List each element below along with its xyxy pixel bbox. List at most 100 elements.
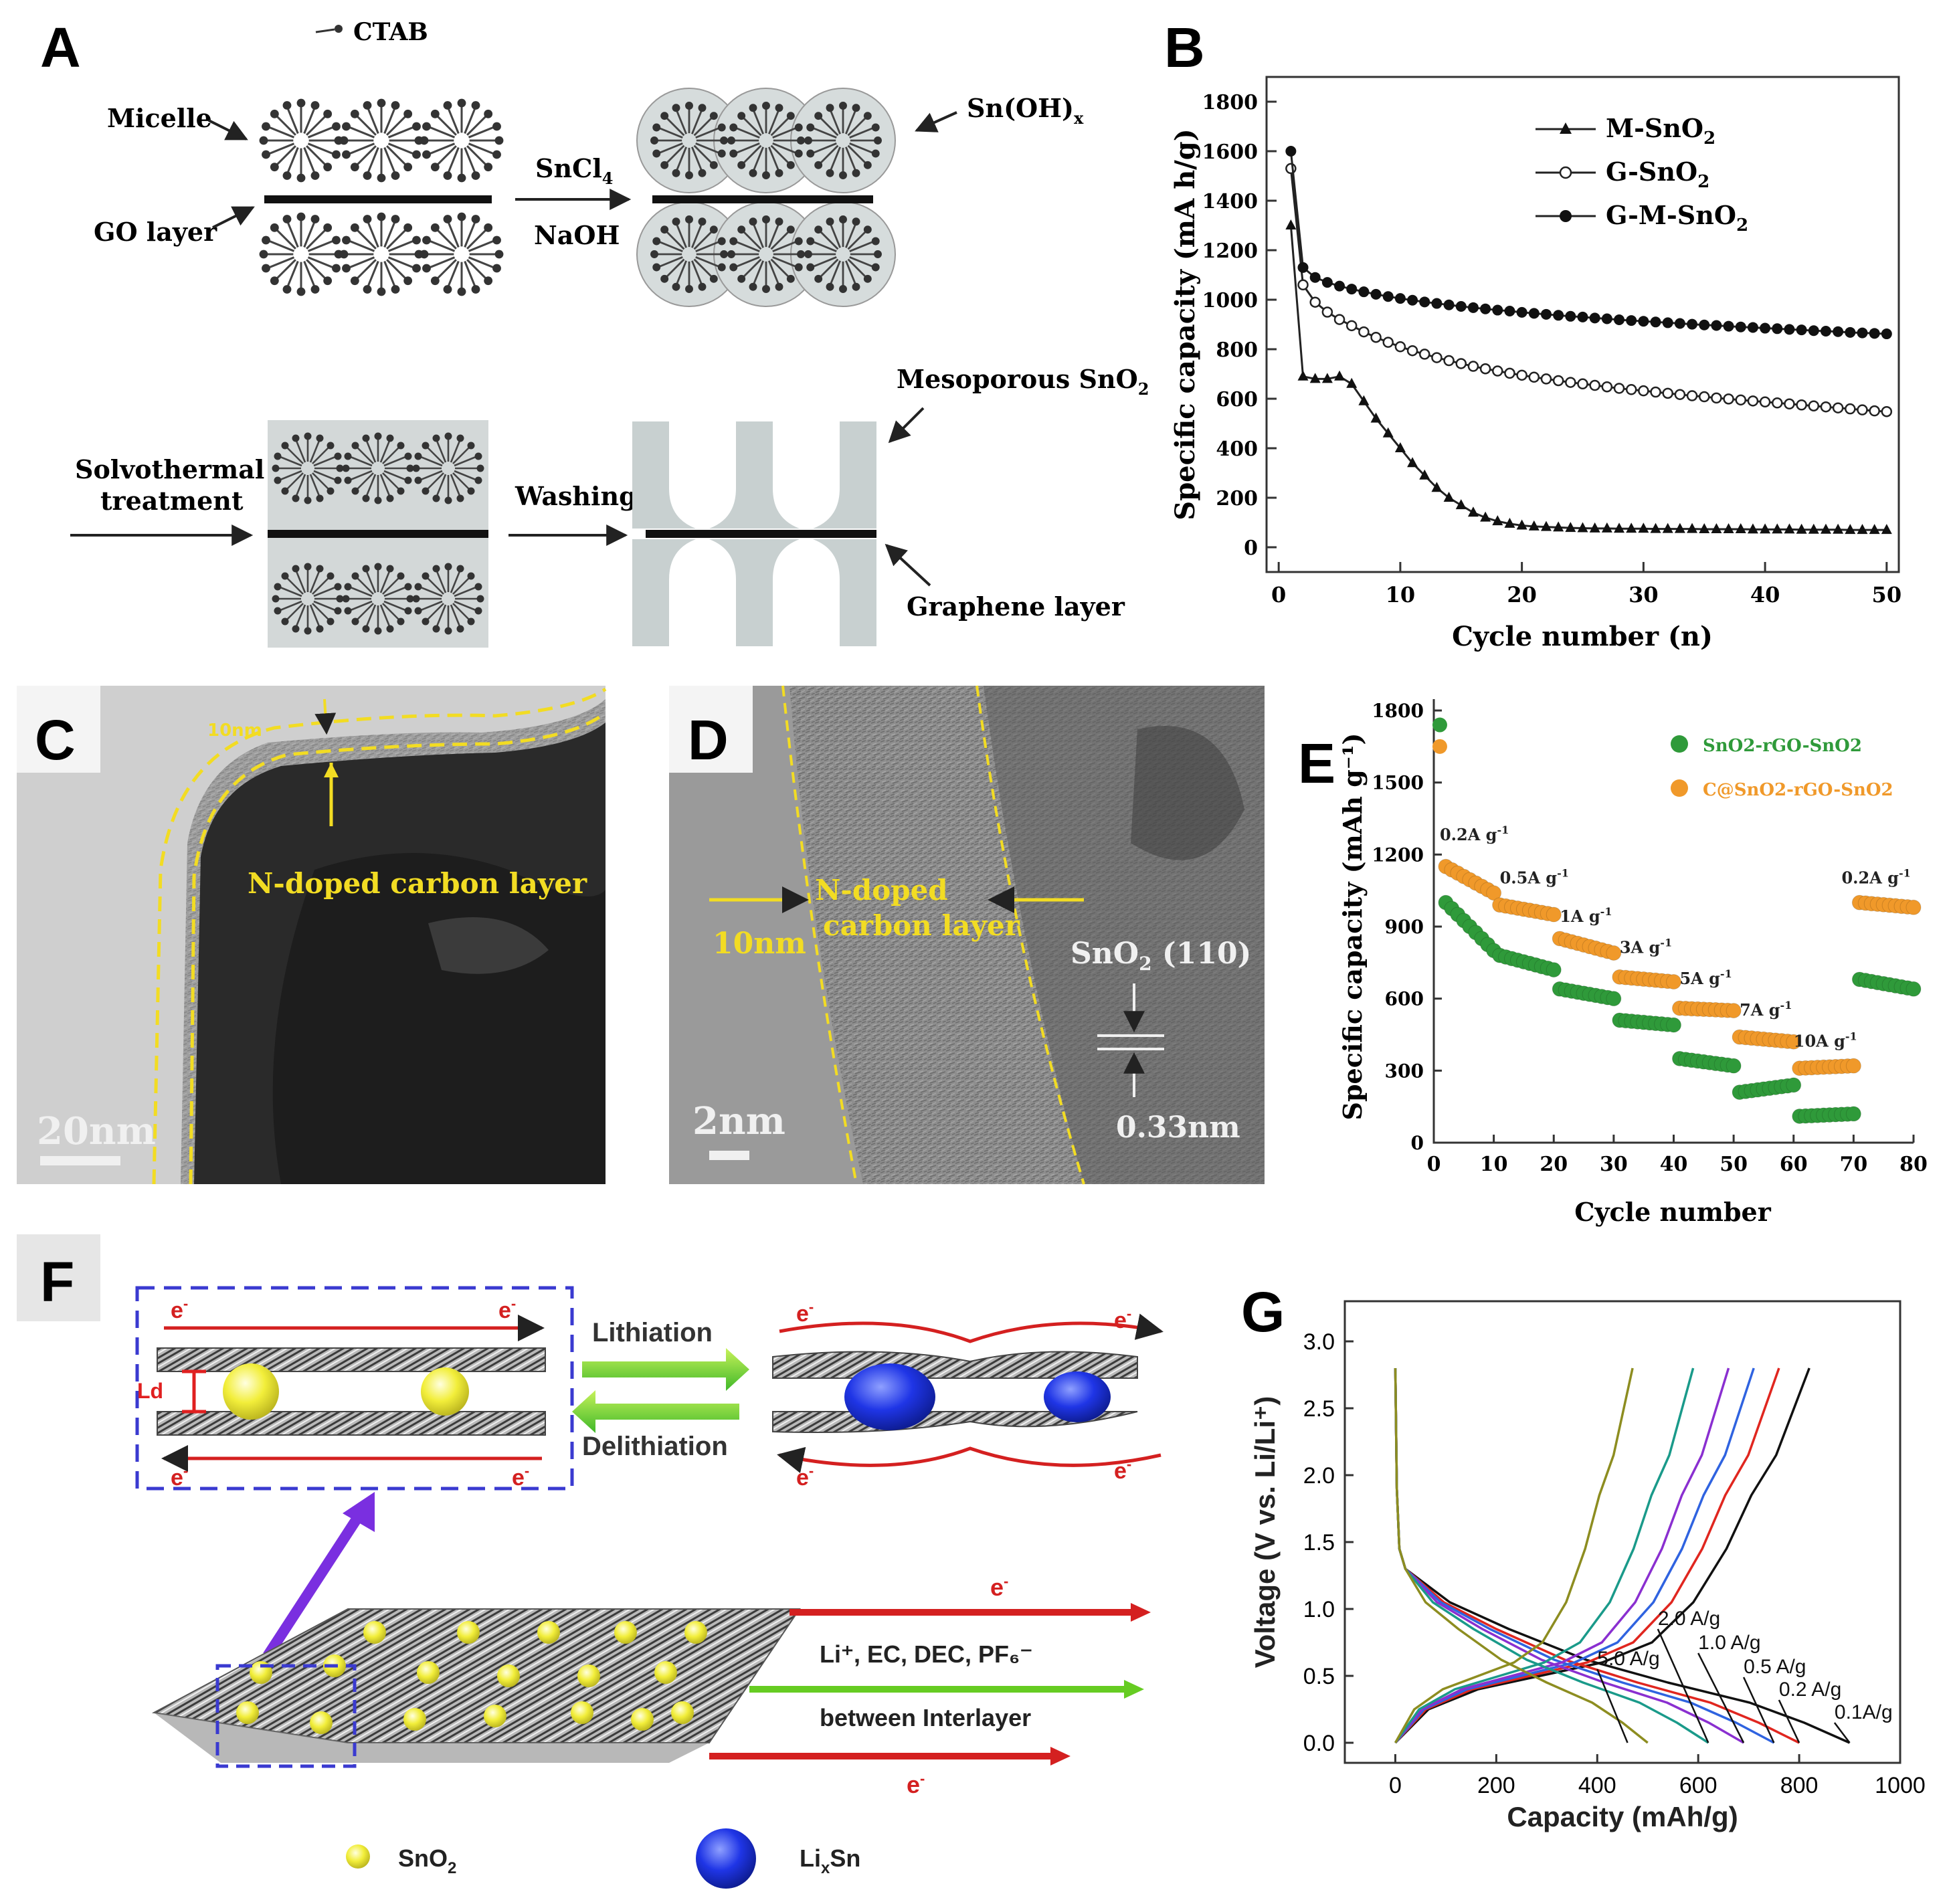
y-tick-label: 2.0: [1303, 1463, 1335, 1489]
sno2-particle: [614, 1621, 637, 1644]
data-point: [1906, 981, 1922, 997]
data-point: [1407, 294, 1418, 306]
rate-label: 2.0 A/g: [1658, 1608, 1720, 1630]
series-line-G-SnO2: [1289, 168, 1887, 413]
data-point: [1285, 163, 1297, 175]
data-point: [1431, 482, 1443, 492]
data-point: [1699, 522, 1710, 533]
legend-marker: [1560, 122, 1572, 134]
lithiation-arrows: Lithiation Delithiation: [572, 1318, 749, 1461]
data-point: [1760, 322, 1771, 334]
charge-curve: [1394, 1367, 1780, 1744]
mesoporous-arrow: [888, 407, 925, 444]
data-point: [1492, 515, 1503, 526]
data-point: [1784, 523, 1795, 534]
thickness-label-c: 10nm: [207, 721, 262, 741]
legend-e-orange: C@SnO2-rGO-SnO2: [1703, 780, 1893, 800]
snohx-coated-micelles: [636, 88, 896, 307]
electron-label: e-: [171, 1462, 188, 1491]
electron-label: e-: [990, 1573, 1008, 1601]
x-tick-label: 70: [1840, 1153, 1868, 1176]
solvothermal-composite: [268, 420, 488, 648]
data-point: [1504, 517, 1515, 528]
chart-g-ylabel: Voltage (V vs. Li/Li⁺): [1249, 1396, 1281, 1668]
data-point: [1662, 522, 1673, 533]
x-tick-label: 0: [1427, 1153, 1441, 1176]
zoom-box: [135, 1286, 574, 1491]
data-point: [1845, 1106, 1861, 1122]
y-tick-label: 0.0: [1303, 1731, 1335, 1756]
data-point: [1553, 521, 1564, 532]
data-point: [1358, 395, 1370, 405]
electron-label: e-: [796, 1299, 814, 1327]
charge-curve: [1394, 1367, 1810, 1744]
charge-curve: [1394, 1367, 1695, 1744]
x-tick-label: 10: [1480, 1153, 1508, 1176]
x-tick-label: 30: [1600, 1153, 1628, 1176]
naoh-label: NaOH: [534, 220, 620, 250]
sno2-particle: [223, 1363, 279, 1420]
data-point: [1723, 320, 1734, 332]
data-point: [1601, 381, 1613, 393]
data-point: [1674, 389, 1686, 400]
ld-label: Ld: [137, 1379, 163, 1403]
data-point: [1394, 293, 1406, 304]
data-point: [1455, 499, 1467, 510]
panel-e: E 0 10 20 30 40 50 60 70 80 0 300 600 900 1200 1500 180…: [1298, 699, 1928, 1227]
rate-leader-line: [1596, 1669, 1629, 1743]
graphene-stack: [151, 1608, 801, 1768]
data-point: [1443, 492, 1455, 502]
data-point: [1687, 522, 1698, 533]
discharge-curve: [1394, 1367, 1709, 1744]
y-tick-label: 1400: [1202, 190, 1259, 213]
legend-g-m-sno2: G-M-SnO2: [1606, 200, 1748, 235]
panel-d: D 10nm N-doped carbon layer SnO2 (110) 0…: [669, 685, 1265, 1185]
chart-g-axes: 0 200 400 600 800 1000 0.0 0.5 1.0 1.5 2.0 2.5 3.0: [1303, 1329, 1926, 1798]
spacing-label-d: 0.33nm: [1116, 1111, 1240, 1145]
rate-label: 5.0 A/g: [1597, 1648, 1659, 1670]
data-point: [1747, 395, 1759, 407]
panel-label-d-box: [669, 686, 753, 773]
carbon-boundary-d-left: [781, 685, 858, 1185]
charge-curve: [1394, 1367, 1755, 1744]
data-point: [1820, 401, 1832, 413]
chart-e-axes: 0 10 20 30 40 50 60 70 80 0 300 600 900 1200 1500 1800: [1372, 700, 1928, 1176]
data-point: [1881, 405, 1893, 417]
data-point: [1857, 327, 1868, 339]
chart-b-axes: 0 10 20 30 40 50 0 200 400 600 800 1000 1200 1400 1600…: [1202, 91, 1902, 607]
data-point: [1321, 373, 1333, 383]
x-tick-label: 50: [1720, 1153, 1748, 1176]
rate-label: 0.1A/g: [1835, 1701, 1893, 1723]
stack-transport-arrows: e- Li⁺, EC, DEC, PF₆⁻ between Interlayer…: [709, 1573, 1151, 1798]
rate-leader-line: [1833, 1722, 1851, 1743]
data-point: [1833, 326, 1844, 337]
data-point: [1467, 506, 1479, 517]
x-tick-label: 1000: [1875, 1773, 1926, 1798]
rate-leader-line: [1697, 1652, 1745, 1743]
graphene-layer-label: Graphene layer: [907, 591, 1125, 622]
panel-a: A CTAB Micelle GO layer SnCl4 NaOH: [40, 16, 1149, 648]
data-point: [1662, 317, 1673, 328]
legend-marker-e-green: [1671, 735, 1688, 753]
panel-b: B 0 10 20 30 40 50 0 200 400 600 800 1000 1200 1400 16…: [1164, 16, 1901, 652]
data-point: [1528, 371, 1540, 383]
sno2-particle: [403, 1708, 426, 1731]
data-point: [1626, 315, 1637, 326]
data-point: [1528, 308, 1540, 319]
y-tick-label: 1500: [1372, 772, 1424, 794]
sno2-particle: [236, 1701, 259, 1724]
zoom-arrow: [263, 1509, 366, 1659]
panel-label-f-box: [17, 1234, 100, 1321]
data-point: [1540, 520, 1552, 531]
data-point: [1504, 367, 1515, 379]
x-tick-label: 30: [1629, 582, 1659, 607]
data-point: [1406, 345, 1418, 357]
data-point: [1699, 319, 1710, 330]
panel-label-b: B: [1164, 16, 1205, 79]
data-point: [1808, 325, 1819, 337]
y-tick-label: 900: [1385, 916, 1424, 938]
sno2-particle: [457, 1621, 480, 1644]
data-point: [1674, 522, 1685, 533]
data-point: [1784, 324, 1795, 335]
